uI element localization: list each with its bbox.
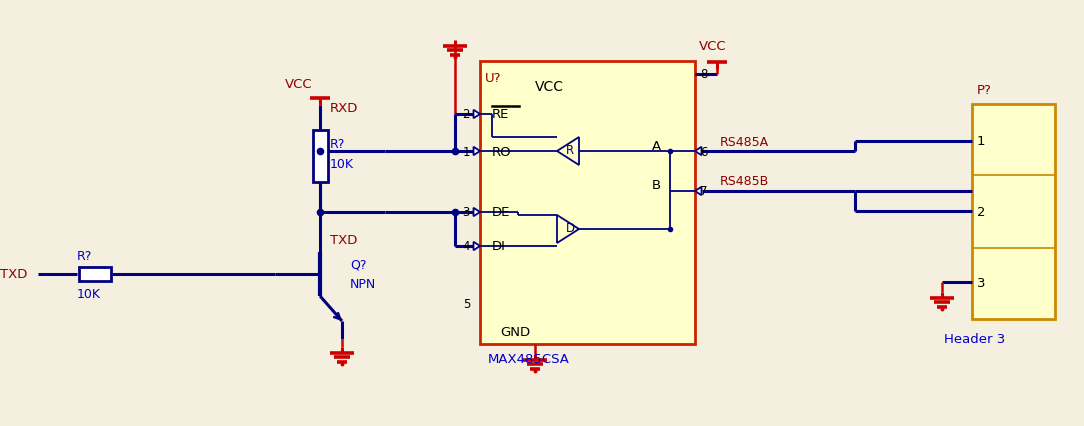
Text: U?: U? <box>485 71 502 84</box>
Text: NPN: NPN <box>350 278 376 291</box>
Text: 10K: 10K <box>77 288 101 301</box>
Text: 5: 5 <box>463 298 470 311</box>
Text: R?: R? <box>330 138 346 151</box>
Text: P?: P? <box>977 83 992 96</box>
Text: 4: 4 <box>463 240 470 253</box>
Text: 10K: 10K <box>330 158 354 171</box>
Polygon shape <box>695 147 701 156</box>
Text: RS485B: RS485B <box>720 175 770 188</box>
FancyBboxPatch shape <box>972 105 1055 319</box>
Polygon shape <box>557 138 579 166</box>
Text: MAX485CSA: MAX485CSA <box>488 353 570 366</box>
Text: Header 3: Header 3 <box>944 333 1005 345</box>
Text: VCC: VCC <box>285 78 312 91</box>
Text: R?: R? <box>77 250 92 263</box>
Text: B: B <box>651 179 661 192</box>
Polygon shape <box>474 147 480 156</box>
Text: TXD: TXD <box>0 268 27 281</box>
Text: RXD: RXD <box>330 102 359 115</box>
Text: 7: 7 <box>700 185 708 198</box>
Text: Q?: Q? <box>350 258 366 271</box>
Text: RS485A: RS485A <box>720 135 770 148</box>
Text: A: A <box>651 139 661 152</box>
Text: R: R <box>566 144 575 157</box>
Text: GND: GND <box>500 326 530 339</box>
Polygon shape <box>557 216 579 243</box>
Text: 6: 6 <box>700 145 708 158</box>
Text: 1: 1 <box>977 135 985 148</box>
Polygon shape <box>474 242 480 250</box>
Text: TXD: TXD <box>330 234 358 247</box>
Text: DE: DE <box>492 206 511 219</box>
Text: 3: 3 <box>977 276 985 289</box>
Text: 2: 2 <box>463 108 470 121</box>
Text: DI: DI <box>492 240 506 253</box>
Polygon shape <box>474 110 480 119</box>
Polygon shape <box>474 208 480 217</box>
Text: RO: RO <box>492 145 512 158</box>
Polygon shape <box>695 187 701 196</box>
Text: D: D <box>566 222 575 235</box>
FancyBboxPatch shape <box>79 268 111 281</box>
Text: RE: RE <box>492 108 509 121</box>
Text: 2: 2 <box>977 205 985 219</box>
Text: VCC: VCC <box>699 40 726 53</box>
Text: VCC: VCC <box>535 80 564 94</box>
Text: 1: 1 <box>463 145 470 158</box>
FancyBboxPatch shape <box>480 62 695 344</box>
Text: 3: 3 <box>463 206 470 219</box>
FancyBboxPatch shape <box>312 131 327 183</box>
Text: 8: 8 <box>700 68 708 81</box>
